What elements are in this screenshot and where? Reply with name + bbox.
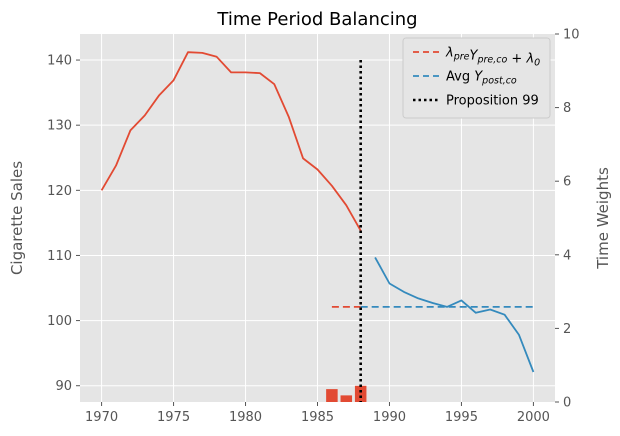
x-tick-label: 2000	[517, 410, 550, 425]
legend-box	[402, 37, 551, 119]
y-tick-label: 110	[47, 249, 72, 264]
grid	[80, 34, 555, 402]
x-tick-label: 1975	[157, 410, 190, 425]
y-tick-label: 90	[55, 379, 72, 394]
legend-label-prop99: Proposition 99	[446, 94, 539, 109]
x-tick-label: 1995	[445, 410, 478, 425]
y-right-tick-label: 2	[563, 322, 571, 337]
x-tick-label: 1970	[85, 410, 118, 425]
series-line-post	[374, 256, 535, 373]
y-tick-label: 130	[47, 119, 72, 134]
time-weight-bar	[326, 389, 338, 402]
y-right-tick-label: 4	[563, 248, 571, 263]
y-right-tick-label: 8	[563, 101, 571, 116]
y-right-tick-label: 6	[563, 175, 571, 190]
y-right-tick-label: 10	[563, 28, 580, 43]
legend-label-pre_ref: λpreYpre,co + λ0	[445, 46, 540, 69]
y-right-tick-label: 0	[563, 396, 571, 411]
x-tick-label: 1980	[229, 410, 262, 425]
y-tick-labels: 90 100 110 120 130 140	[47, 54, 80, 394]
y-tick-label: 100	[47, 314, 72, 329]
time-weight-bar	[340, 395, 353, 402]
y-right-axis-label: Time Weights	[594, 167, 612, 270]
y-tick-label: 120	[47, 184, 72, 199]
series-line-pre	[100, 51, 362, 232]
x-tick-labels: 1970 1975 1980 1985 1990 1995 2000	[85, 402, 550, 425]
legend-label-post_avg: Avg Ypost,co	[446, 70, 517, 87]
time-weight-bars	[326, 385, 367, 402]
y-tick-label: 140	[47, 54, 72, 69]
x-tick-label: 1990	[373, 410, 406, 425]
chart-title: Time Period Balancing	[216, 9, 417, 30]
y-axis-label: Cigarette Sales	[8, 161, 26, 275]
x-tick-label: 1985	[301, 410, 334, 425]
time-weight-bar	[354, 385, 367, 402]
series-lines	[100, 51, 535, 402]
y-right-tick-labels: 0 2 4 6 8 10	[555, 28, 580, 411]
